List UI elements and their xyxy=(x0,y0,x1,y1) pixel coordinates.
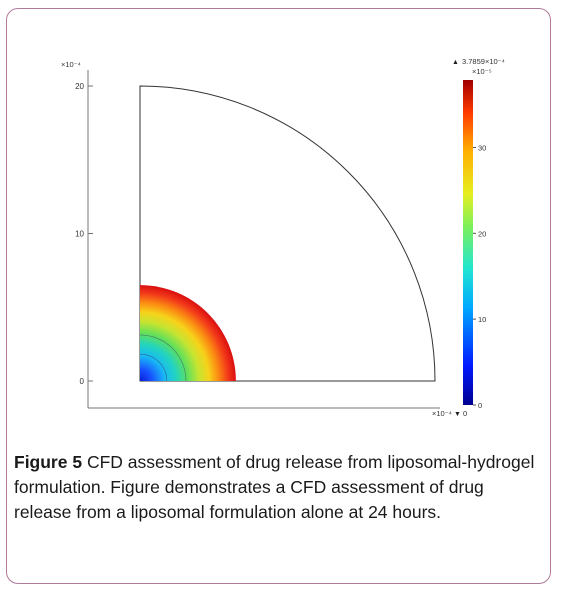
colorbar xyxy=(463,80,473,405)
y-tick-label: 10 xyxy=(75,230,84,239)
colorbar-multiplier: ×10⁻⁵ xyxy=(472,67,492,76)
caption-label: Figure 5 xyxy=(14,452,83,472)
y-tick-label: 0 xyxy=(80,377,85,386)
caption-text: CFD assessment of drug release from lipo… xyxy=(14,452,535,522)
colorbar-min-label: 0 xyxy=(463,409,467,418)
figure-card xyxy=(6,8,551,584)
contour-line xyxy=(139,353,168,382)
outer-domain-boundary xyxy=(139,85,436,382)
colorbar-tick-label: 0 xyxy=(478,401,482,410)
x-multiplier-label: ×10⁻⁴ xyxy=(432,409,452,418)
concentration-region xyxy=(140,285,236,381)
colorbar-tick-label: 10 xyxy=(478,315,486,324)
colorbar-max-arrow-icon: ▲ xyxy=(452,59,459,66)
figure-caption: Figure 5 CFD assessment of drug release … xyxy=(14,450,539,525)
contour-line xyxy=(139,334,187,382)
y-tick-label: 20 xyxy=(75,82,84,91)
y-multiplier-label: ×10⁻⁴ xyxy=(61,60,81,69)
colorbar-tick-label: 20 xyxy=(478,229,486,238)
colorbar-max-label: 3.7859×10⁻⁴ xyxy=(462,57,505,66)
colorbar-min-arrow-icon: ▼ xyxy=(454,411,461,418)
colorbar-tick-label: 30 xyxy=(478,143,486,152)
